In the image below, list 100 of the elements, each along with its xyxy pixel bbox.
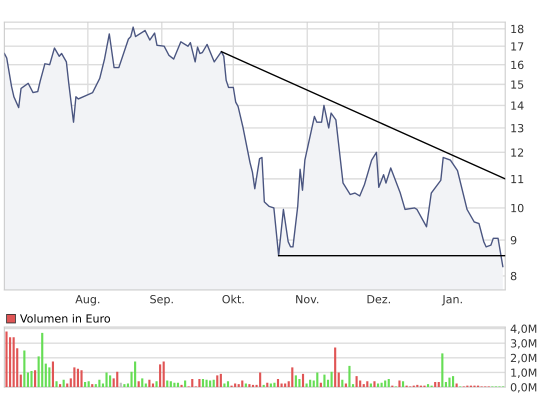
- y-tick-label: 3,0M: [510, 339, 536, 349]
- bar: [134, 361, 136, 388]
- y-tick-label: 14: [511, 102, 524, 110]
- bar: [52, 361, 54, 388]
- bar: [162, 361, 165, 388]
- bar: [241, 380, 244, 388]
- bar: [244, 383, 247, 388]
- y-tick-label: 11: [511, 174, 524, 184]
- bar: [209, 380, 212, 388]
- bar: [166, 380, 168, 388]
- bar: [155, 381, 158, 388]
- bar: [380, 382, 383, 388]
- bar: [5, 331, 8, 388]
- bar: [84, 382, 86, 388]
- y-tick-label: 13: [511, 124, 524, 132]
- bar: [73, 367, 76, 388]
- x-tick-label: Nov.: [296, 295, 318, 304]
- bar: [216, 375, 218, 388]
- bar: [12, 337, 15, 388]
- x-tick-label: Aug.: [75, 295, 100, 306]
- bar: [323, 374, 326, 388]
- bar: [176, 382, 180, 388]
- bar: [138, 381, 140, 388]
- bar: [452, 376, 454, 388]
- bar: [259, 372, 262, 388]
- bar: [370, 383, 372, 388]
- bar: [334, 348, 336, 388]
- bar: [220, 374, 222, 388]
- bar: [266, 382, 268, 388]
- y-tick-label: 0,0M: [510, 383, 536, 393]
- bar: [348, 366, 351, 388]
- bar: [198, 379, 200, 388]
- bar: [173, 382, 176, 388]
- bar: [152, 383, 154, 388]
- bar: [80, 370, 83, 388]
- bar: [273, 382, 276, 388]
- bar: [59, 384, 62, 388]
- bar: [291, 367, 294, 388]
- y-tick-label: 12: [511, 148, 524, 157]
- bar: [320, 382, 322, 388]
- bar: [384, 380, 386, 388]
- bar: [270, 383, 272, 388]
- bar: [294, 375, 297, 388]
- y-tick-label: 15: [511, 80, 524, 89]
- bar: [284, 383, 286, 388]
- bar: [402, 381, 404, 388]
- bar: [234, 383, 236, 388]
- bar: [55, 381, 58, 388]
- bar: [362, 384, 365, 388]
- bar: [398, 380, 401, 388]
- x-tick-label: Okt.: [222, 294, 244, 304]
- bar: [88, 381, 90, 388]
- bar: [30, 370, 33, 388]
- bar: [366, 381, 368, 388]
- y-tick-label: 10: [511, 204, 524, 212]
- bar: [438, 382, 440, 388]
- bar: [306, 383, 308, 388]
- bar: [434, 382, 436, 388]
- y-tick-label: 4,0M: [510, 324, 536, 334]
- bar: [109, 375, 112, 388]
- bar: [262, 384, 265, 388]
- bar: [76, 368, 80, 388]
- bar: [223, 383, 226, 388]
- y-tick-label: 16: [511, 60, 524, 70]
- y-tick-label: 17: [511, 42, 524, 50]
- bar: [356, 376, 358, 388]
- x-tick-label: Dez.: [368, 295, 390, 304]
- x-tick-label: Sep.: [150, 294, 173, 306]
- bar: [280, 383, 283, 388]
- bar: [302, 374, 304, 388]
- bar: [159, 364, 162, 388]
- bar: [298, 379, 301, 388]
- bar: [448, 378, 451, 388]
- bar: [123, 384, 126, 388]
- bar: [248, 384, 250, 388]
- bar: [344, 383, 347, 388]
- x-tick-label: Jan.: [442, 295, 462, 306]
- bar: [238, 384, 240, 388]
- bar: [456, 383, 458, 388]
- bar: [116, 372, 118, 388]
- bar: [41, 332, 44, 388]
- bar: [202, 379, 204, 388]
- bar: [441, 353, 444, 388]
- bar: [226, 381, 230, 388]
- bar: [184, 380, 186, 388]
- bar: [341, 380, 344, 388]
- bar: [48, 367, 50, 388]
- bar: [91, 384, 94, 388]
- bar: [94, 384, 97, 388]
- bar: [141, 378, 144, 388]
- y-tick-label: 9: [510, 236, 516, 244]
- bar: [426, 384, 430, 388]
- bar: [23, 350, 26, 388]
- legend-label: Volumen in Euro: [20, 314, 110, 323]
- bar: [388, 379, 390, 388]
- bar: [330, 372, 333, 388]
- bar: [191, 379, 194, 388]
- y-tick-label: 8: [510, 272, 516, 280]
- bar: [105, 372, 108, 388]
- bar: [376, 383, 380, 388]
